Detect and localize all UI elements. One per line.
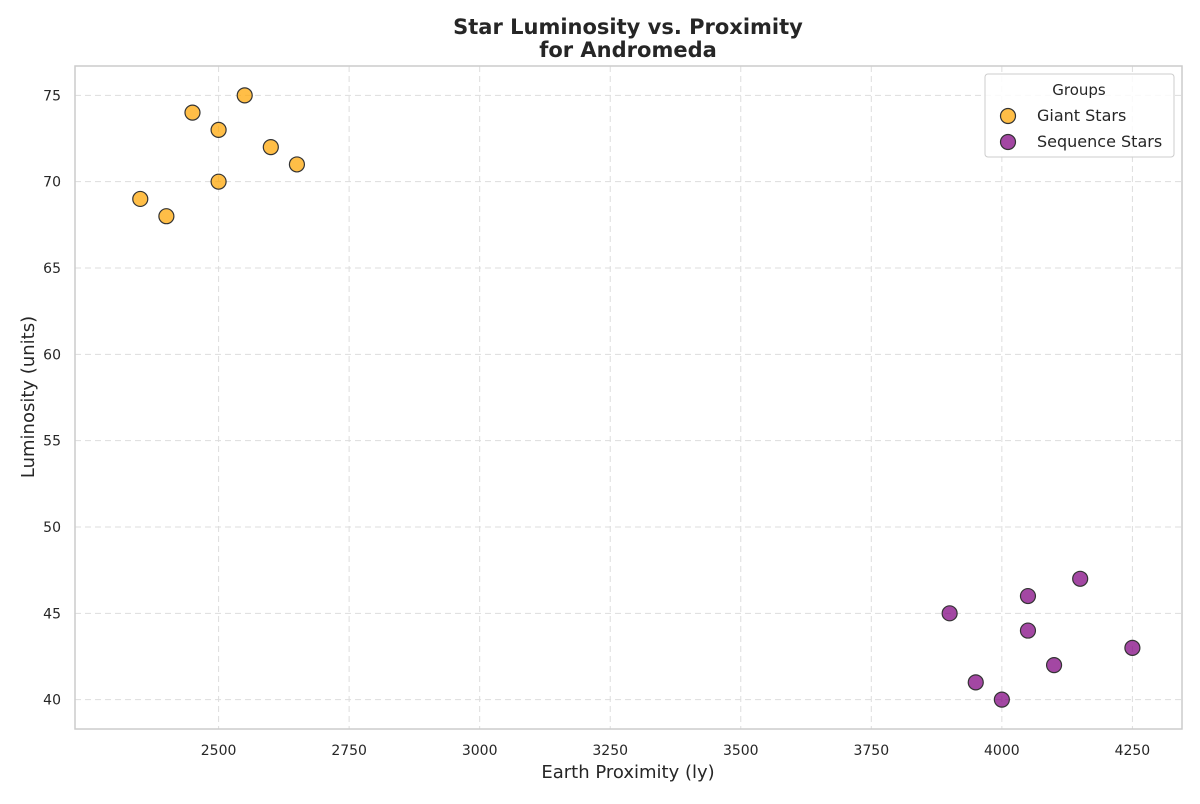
data-point: [967, 674, 984, 691]
y-tick-label: 40: [43, 693, 61, 709]
data-point: [210, 173, 227, 190]
x-tick-label: 2500: [201, 743, 237, 759]
data-point: [158, 208, 175, 225]
legend: Groups Giant Stars Sequence Stars: [984, 73, 1175, 158]
data-point: [288, 156, 306, 173]
x-tick-label: 3000: [462, 743, 498, 759]
data-point: [262, 139, 279, 156]
x-axis-label: Earth Proximity (ly): [541, 762, 714, 783]
x-tick-label: 2750: [331, 743, 367, 759]
data-point: [1019, 622, 1037, 639]
data-point: [236, 87, 253, 104]
y-tick-label: 60: [43, 347, 61, 363]
legend-entries: Giant Stars Sequence Stars: [999, 106, 1162, 151]
y-tick-label: 55: [43, 434, 61, 450]
legend-label: Sequence Stars: [1037, 132, 1162, 151]
y-tick-label: 65: [43, 261, 61, 277]
legend-marker: [999, 107, 1017, 125]
legend-title: Groups: [1052, 81, 1106, 99]
x-tick-label: 4250: [1115, 743, 1151, 759]
data-point: [941, 605, 958, 622]
data-point: [993, 691, 1010, 708]
plot-frame: [74, 65, 1183, 730]
x-tick-label: 3500: [723, 743, 759, 759]
data-point: [184, 104, 201, 121]
x-tick-label: 3250: [592, 743, 628, 759]
legend-label: Giant Stars: [1037, 106, 1126, 125]
y-tick-label: 50: [43, 520, 61, 536]
grid-lines: [75, 66, 1182, 729]
y-tick-label: 45: [43, 606, 61, 622]
x-tick-label: 4000: [984, 743, 1020, 759]
data-point: [132, 190, 149, 208]
y-tick-label: 75: [43, 88, 61, 104]
chart-title-line1: Star Luminosity vs. Proximity: [453, 15, 803, 39]
x-tick-label: 3750: [853, 743, 889, 759]
data-points: [132, 87, 1141, 708]
y-axis-label: Luminosity (units): [18, 316, 39, 478]
data-point: [1019, 587, 1037, 605]
data-point: [1045, 657, 1063, 674]
data-point: [1124, 639, 1141, 656]
legend-box: [984, 73, 1175, 158]
y-tick-label: 70: [43, 175, 61, 191]
axis-ticks: 2500 2750 3000 3250 3500 3750 4000 4250 40 45 50 55…: [43, 88, 1150, 759]
legend-marker: [999, 133, 1017, 151]
chart-title-line2: for Andromeda: [539, 38, 717, 62]
data-point: [210, 121, 227, 138]
data-point: [1072, 570, 1089, 587]
